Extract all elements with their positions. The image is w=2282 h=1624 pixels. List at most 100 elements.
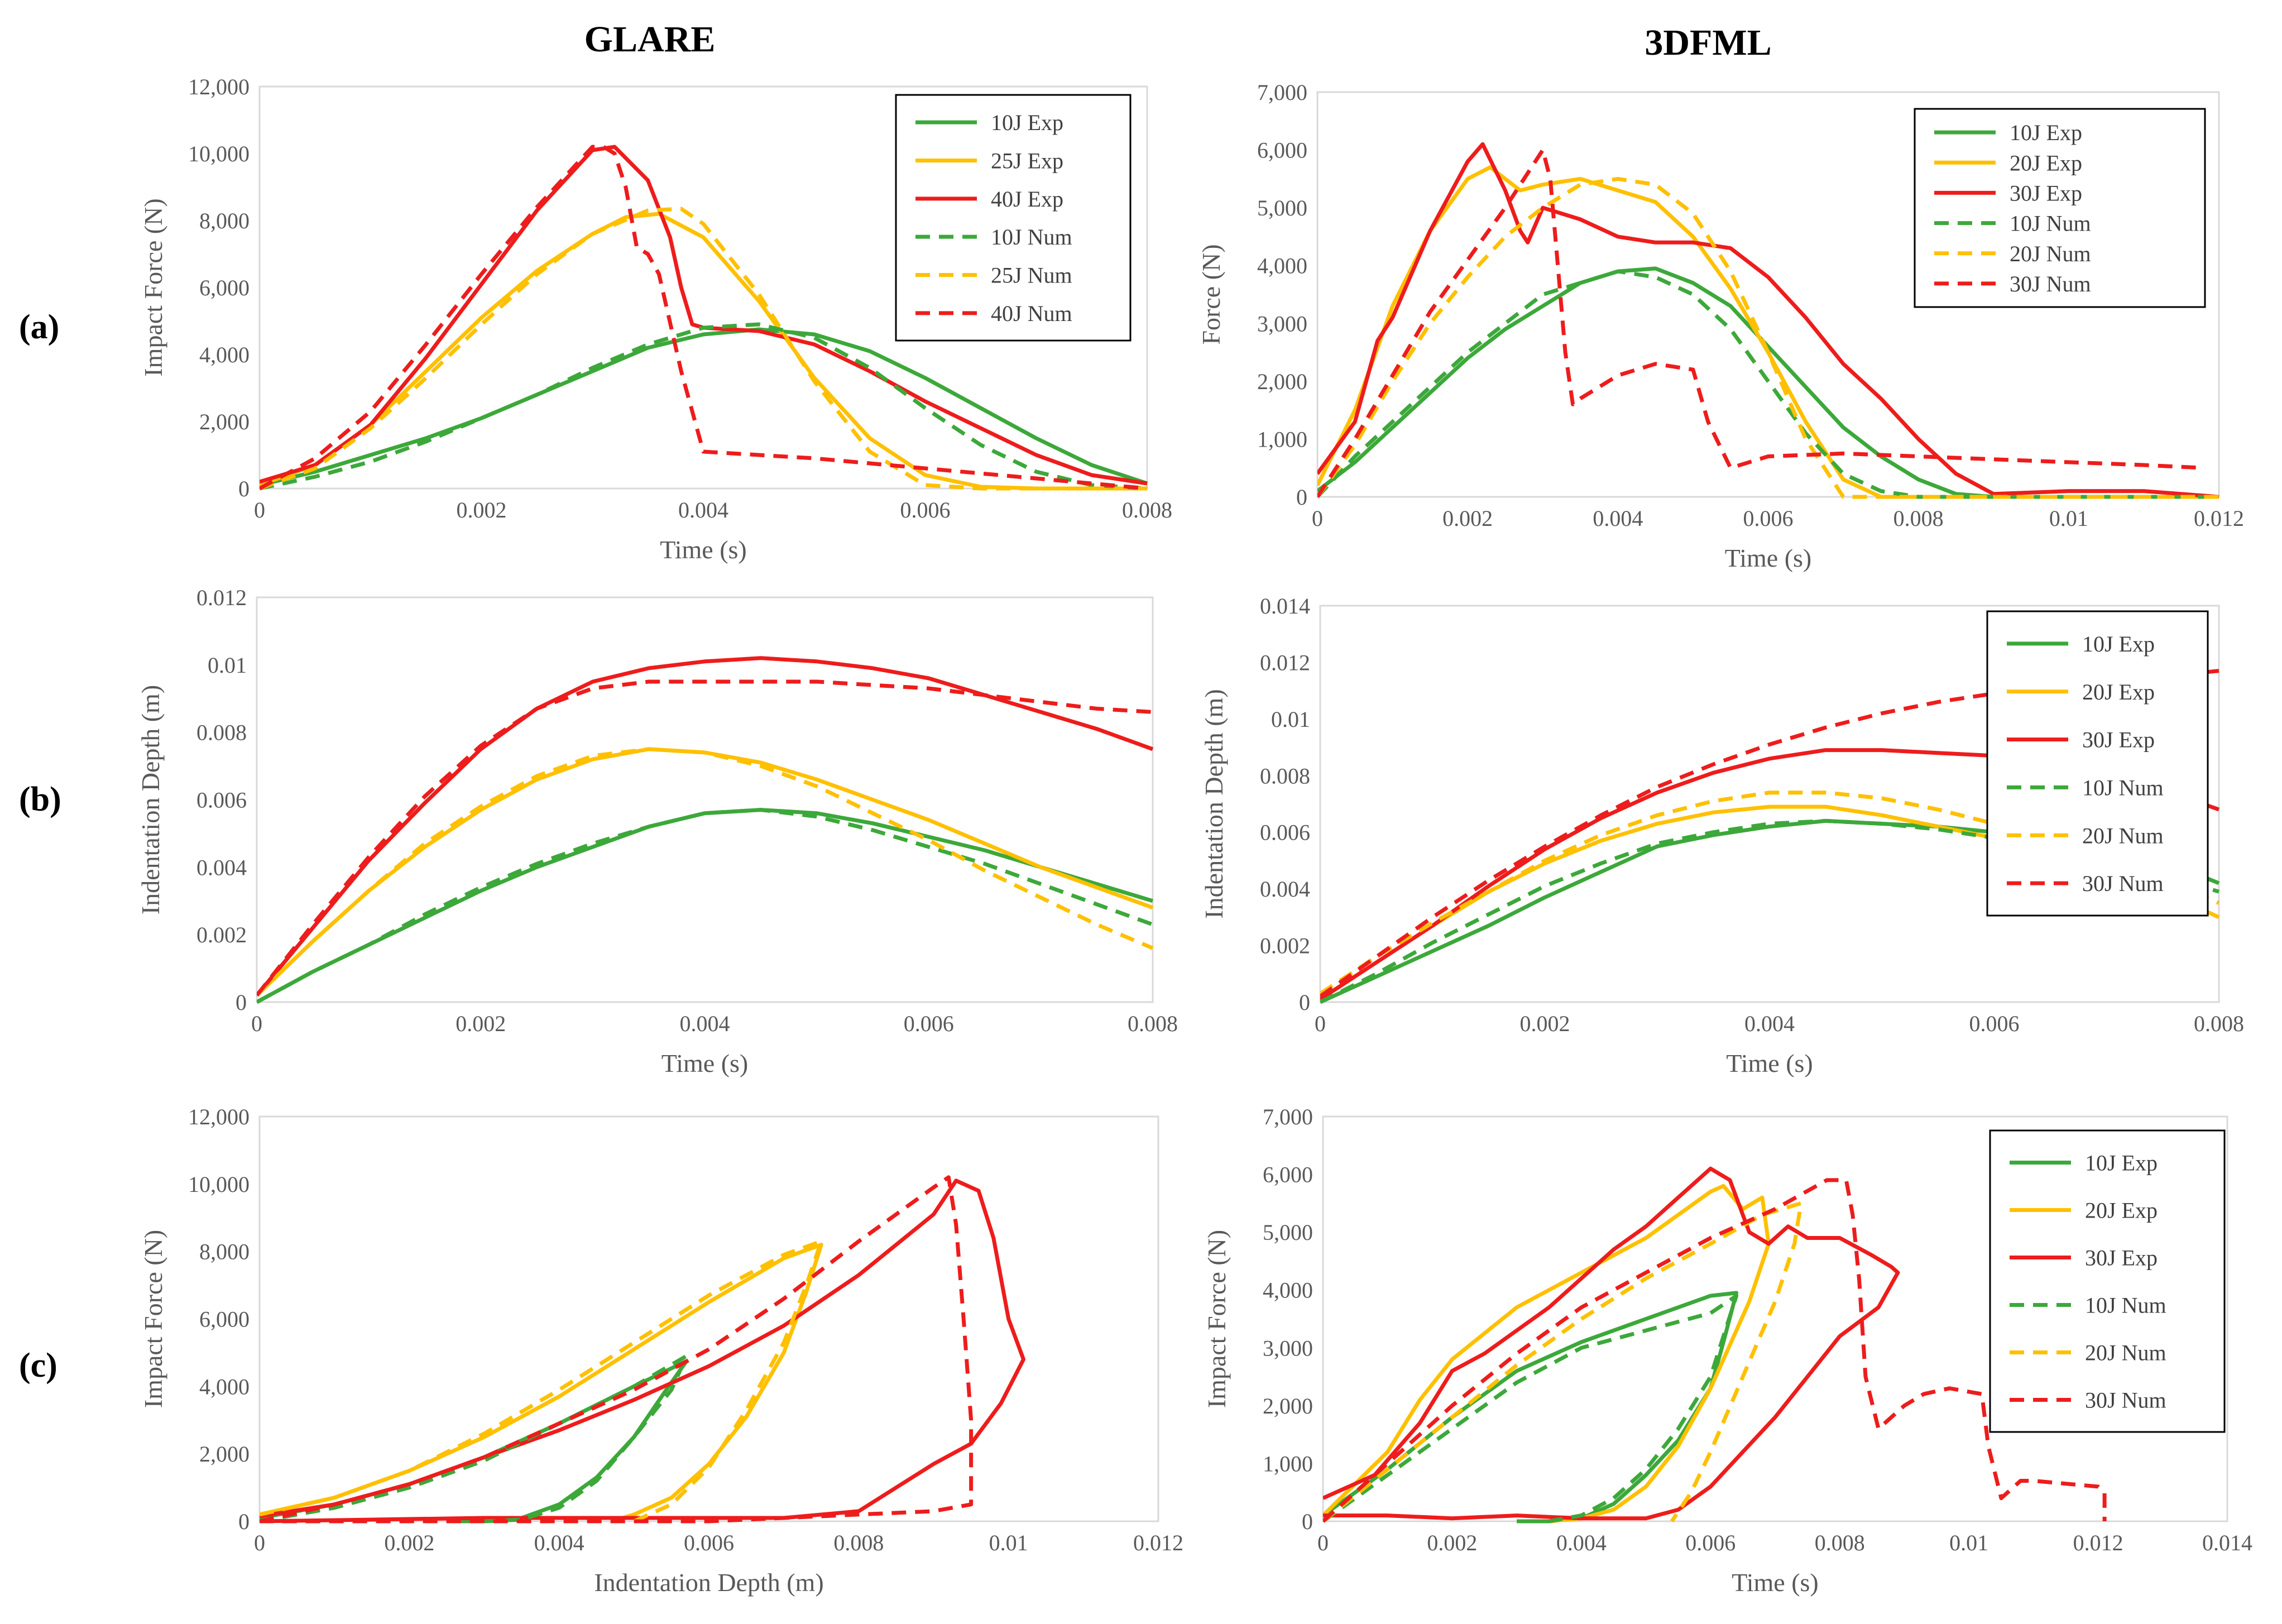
- series-10j-exp: [1323, 1291, 1739, 1524]
- series-20j-num: [1317, 176, 2219, 499]
- series-40j-num: [260, 1175, 974, 1524]
- legend-label: 20J Num: [2085, 1340, 2166, 1366]
- x-tick-label: 0.008: [1128, 1011, 1178, 1036]
- series-25j-exp: [260, 1243, 823, 1524]
- panel-b-glare: 0 0.002 0.004 0.006 0.008 0.01 0.012 0 0.002 0.00…: [136, 585, 1178, 1077]
- y-tick-label: 6,000: [1257, 138, 1307, 163]
- legend-box: [895, 94, 1132, 342]
- x-tick-label: 0.004: [534, 1530, 584, 1555]
- legend-box: [1989, 1129, 2226, 1433]
- x-tick-label: 0.006: [1685, 1530, 1736, 1555]
- series-10j-num: [1317, 269, 2219, 499]
- series-40j-num: [257, 679, 1153, 997]
- legend-label: 40J Num: [991, 301, 1072, 326]
- series-40j-exp: [260, 145, 1148, 486]
- y-tick-label: 5,000: [1257, 195, 1307, 221]
- row-label-a: (a): [19, 308, 59, 346]
- series-40j-exp: [257, 656, 1154, 997]
- x-tick-label: 0.004: [1556, 1530, 1607, 1555]
- y-tick-label: 0.004: [196, 855, 247, 880]
- panel-c-3dfml: 0 1,000 2,000 3,000 4,000 5,000 6,000 7,000 0 0.0…: [1202, 1104, 2252, 1597]
- series-40j-exp: [260, 1179, 1025, 1524]
- y-tick-label: 7,000: [1257, 80, 1307, 105]
- y-tick-label: 0.006: [196, 788, 247, 813]
- y-tick-label: 0.002: [196, 922, 247, 947]
- series-30j-exp: [1323, 1166, 1900, 1521]
- panel-c-glare: 0 2,000 4,000 6,000 8,000 10,000 12,000 0 0.002 0…: [139, 1104, 1183, 1597]
- y-tick-label: 1,000: [1257, 427, 1307, 452]
- x-tick-label: 0.002: [456, 1011, 506, 1036]
- y-tick-label: 0: [238, 476, 250, 501]
- x-tick-label: 0.002: [1442, 506, 1493, 531]
- y-tick-label: 8,000: [199, 1239, 250, 1264]
- series-10j-num: [1320, 818, 2220, 1004]
- legend-label: 30J Exp: [2082, 727, 2155, 753]
- y-tick-label: 0.01: [1271, 707, 1310, 732]
- y-tick-label: 10,000: [188, 141, 250, 166]
- x-tick-label: 0.006: [904, 1011, 954, 1036]
- y-tick-label: 2,000: [1257, 369, 1307, 394]
- x-tick-label: 0.004: [678, 497, 728, 523]
- series-10j-exp: [257, 808, 1154, 1004]
- x-tick-label: 0.008: [1122, 497, 1172, 523]
- y-tick-label: 0.012: [1260, 650, 1310, 675]
- legend-label: 30J Num: [2085, 1388, 2166, 1413]
- plot-area: [1319, 605, 2220, 1003]
- y-tick-label: 0: [1296, 485, 1307, 510]
- y-tick-label: 6,000: [199, 1307, 250, 1332]
- x-tick-label: 0: [251, 1011, 262, 1036]
- x-tick-label: 0.004: [680, 1011, 730, 1036]
- series-10j-exp: [260, 327, 1148, 487]
- legend-label: 20J Num: [2010, 241, 2091, 266]
- x-tick-label: 0.008: [1815, 1530, 1865, 1555]
- y-tick-label: 0.012: [196, 585, 247, 610]
- legend-label: 20J Num: [2082, 823, 2164, 848]
- y-tick-label: 2,000: [199, 1441, 250, 1467]
- y-tick-label: 5,000: [1263, 1220, 1313, 1245]
- x-tick-label: 0: [254, 497, 265, 523]
- x-tick-label: 0.012: [1133, 1530, 1183, 1555]
- panel-a-glare: 0 2,000 4,000 6,000 8,000 10,000 12,000 0 0.002 0…: [139, 74, 1172, 564]
- legend-label: 25J Num: [991, 263, 1072, 288]
- x-axis-label: Time (s): [1732, 1568, 1819, 1597]
- y-tick-label: 0.004: [1260, 876, 1310, 902]
- plot-area: [258, 1115, 1159, 1522]
- y-tick-label: 6,000: [1263, 1162, 1313, 1187]
- y-tick-label: 0: [1302, 1509, 1313, 1534]
- x-tick-label: 0: [1317, 1530, 1329, 1555]
- x-tick-label: 0.002: [1427, 1530, 1477, 1555]
- legend-box: [1914, 108, 2206, 308]
- panel-a-3dfml: 0 1,000 2,000 3,000 4,000 5,000 6,000 7,000 0 0.0…: [1197, 80, 2244, 572]
- x-tick-label: 0.004: [1744, 1011, 1795, 1036]
- x-tick-label: 0.008: [2194, 1011, 2244, 1036]
- y-tick-label: 0.01: [208, 653, 247, 678]
- y-tick-label: 2,000: [1263, 1393, 1313, 1419]
- plot-area: [256, 596, 1154, 1003]
- legend-label: 20J Exp: [2082, 679, 2155, 705]
- legend-label: 30J Exp: [2085, 1245, 2158, 1271]
- x-axis-label: Time (s): [661, 1049, 749, 1077]
- y-tick-label: 0.008: [196, 720, 247, 745]
- legend-label: 10J Exp: [991, 110, 1063, 135]
- y-tick-label: 2,000: [199, 409, 250, 434]
- series-10j-exp: [1317, 266, 2219, 499]
- series-20j-num: [1323, 1201, 1803, 1523]
- legend-label: 10J Num: [2082, 775, 2164, 800]
- y-tick-label: 0: [236, 990, 247, 1015]
- x-tick-label: 0.012: [2073, 1530, 2123, 1555]
- y-axis-label: Impact Force (N): [1202, 1230, 1231, 1408]
- legend-label: 10J Exp: [2082, 631, 2155, 657]
- y-tick-label: 0.002: [1260, 933, 1310, 959]
- series-10j-num: [1323, 1294, 1739, 1524]
- y-tick-label: 10,000: [188, 1172, 250, 1197]
- y-tick-label: 12,000: [188, 74, 250, 99]
- y-tick-label: 0: [238, 1509, 250, 1534]
- x-tick-label: 0.012: [2194, 506, 2244, 531]
- series-30j-num: [1317, 148, 2204, 498]
- y-tick-label: 6,000: [199, 275, 250, 300]
- x-tick-label: 0.002: [384, 1530, 434, 1555]
- x-tick-label: 0.006: [900, 497, 951, 523]
- x-tick-label: 0: [1312, 506, 1323, 531]
- y-axis-label: Impact Force (N): [139, 198, 167, 376]
